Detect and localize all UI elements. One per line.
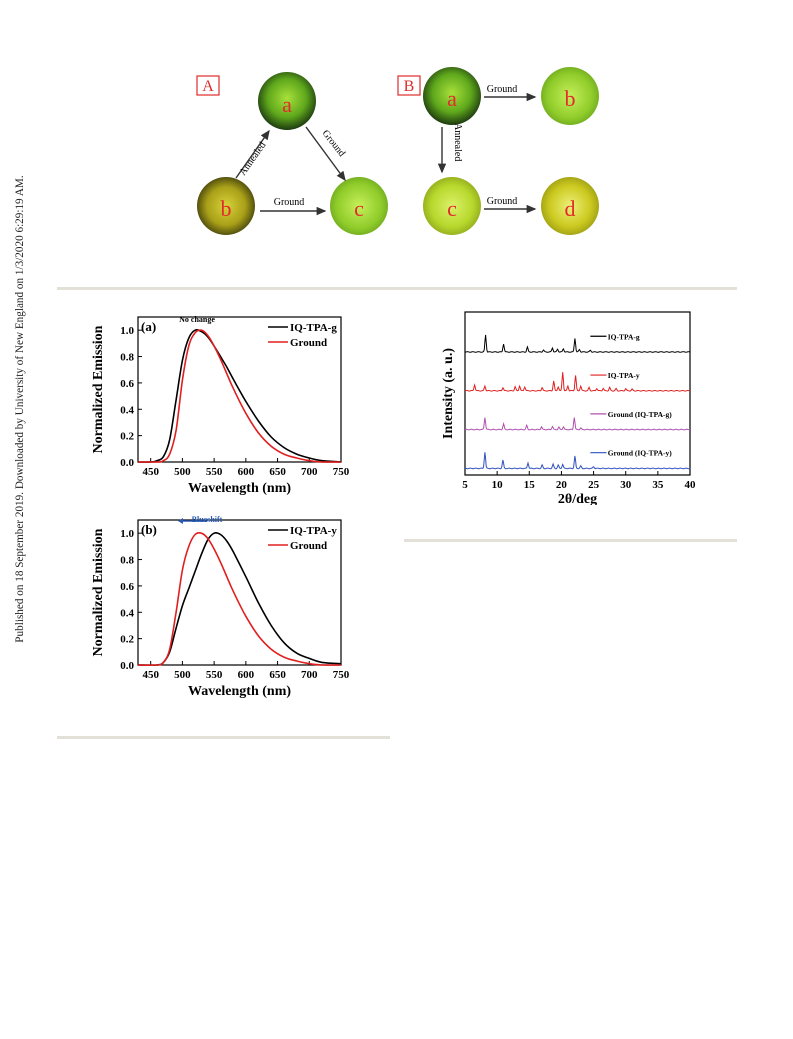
x-tick-label: 5 [462, 479, 468, 491]
y-tick-label: 0.6 [120, 378, 134, 390]
node-b-b-label: b [565, 86, 576, 111]
panel-b-label: B [404, 78, 415, 95]
node-b-label: b [221, 196, 232, 221]
node-c-label: c [354, 196, 364, 221]
emission-chart-a: 450 500 550 600 650 700 750 0.0 0.2 0.4 0.6 0.8 1.0 W… [91, 315, 350, 496]
node-b-c-label: c [447, 196, 457, 221]
crystal-a-green [258, 72, 316, 130]
x-axis-label: Wavelength (nm) [188, 481, 291, 496]
annotation-label: Blueshift [192, 515, 223, 524]
x-tick-label: 600 [238, 669, 255, 681]
legend-label-0: IQ-TPA-y [290, 525, 337, 537]
series-line-1 [137, 531, 342, 666]
edge-ground-a-diag: Ground [320, 128, 347, 159]
panel-a-box [196, 75, 220, 96]
x-tick-label: 550 [206, 669, 223, 681]
y-tick-label: 0.2 [120, 431, 134, 443]
series-line-0 [137, 328, 342, 463]
edge-annealed-b: Annealed [452, 123, 463, 161]
series-line-0 [137, 532, 342, 666]
crystal-c-green-ground [330, 177, 388, 235]
emission-chart-b: 450 500 550 600 650 700 750 0.0 0.2 0.4 0.6 0.8 1.0 W… [91, 515, 350, 699]
plot-frame [137, 316, 342, 463]
x-tick-label: 450 [142, 466, 159, 478]
crystal-scheme-figure: A a b c Annealed Ground Ground B a b c d… [196, 67, 599, 235]
legend-label-3: Ground (IQ-TPA-y) [608, 449, 673, 458]
edge-ground-b-bottom: Ground [487, 196, 518, 207]
divider-rule-left [57, 736, 390, 739]
node-a-label: a [282, 92, 292, 117]
crystal-b-d [541, 177, 599, 235]
x-tick-label: 700 [301, 669, 318, 681]
xrd-chart: 5 10 15 20 25 30 35 40 2θ/deg Intensity (a. u.) IQ… [441, 311, 697, 505]
x-tick-label: 550 [206, 466, 223, 478]
edge-ground-b-top: Ground [487, 84, 518, 95]
legend-label-0: IQ-TPA-g [608, 332, 640, 341]
y-tick-label: 0.4 [120, 404, 134, 416]
x-tick-label: 650 [269, 669, 286, 681]
panel-b-box [397, 75, 421, 96]
x-tick-label: 500 [174, 466, 191, 478]
legend-label-2: Ground (IQ-TPA-g) [608, 410, 673, 419]
y-tick-label: 0.6 [120, 581, 134, 593]
x-tick-label: 40 [685, 479, 697, 491]
divider-rule-right [404, 539, 737, 542]
arrow-annealed-a [235, 129, 270, 179]
panel-label: (a) [141, 319, 156, 334]
x-tick-label: 750 [333, 466, 350, 478]
legend-label-0: IQ-TPA-g [290, 322, 337, 334]
xrd-series-0 [464, 334, 691, 353]
plot-frame [137, 519, 342, 666]
y-tick-label: 0.2 [120, 634, 134, 646]
node-b-d-label: d [565, 196, 576, 221]
xrd-series-2 [464, 417, 690, 431]
panel-label: (b) [141, 522, 157, 537]
y-tick-label: 0.0 [120, 457, 134, 469]
x-axis-label: 2θ/deg [558, 492, 597, 505]
legend-label-1: IQ-TPA-y [608, 371, 640, 380]
x-axis-label: Wavelength (nm) [188, 684, 291, 699]
y-axis-label: Normalized Emission [91, 325, 106, 453]
x-tick-label: 600 [238, 466, 255, 478]
xrd-series-3 [464, 452, 691, 470]
x-tick-label: 35 [652, 479, 664, 491]
edge-annealed-a: Annealed [237, 140, 268, 178]
y-axis-label: Intensity (a. u.) [441, 348, 456, 439]
x-tick-label: 15 [524, 479, 536, 491]
crystal-b-yellow [197, 177, 255, 235]
x-tick-label: 500 [174, 669, 191, 681]
y-tick-label: 0.8 [120, 555, 134, 567]
node-b-a-label: a [447, 86, 457, 111]
x-tick-label: 450 [142, 669, 159, 681]
x-tick-label: 10 [492, 479, 504, 491]
edge-ground-a-horiz: Ground [274, 197, 305, 208]
xrd-series-1 [464, 372, 691, 392]
crystal-b-c [423, 177, 481, 235]
x-tick-label: 25 [588, 479, 600, 491]
y-tick-label: 1.0 [120, 528, 134, 540]
divider-rule-top [57, 287, 737, 290]
series-line-1 [137, 329, 342, 463]
arrow-ground-a-diag [305, 126, 346, 182]
crystal-b-a [423, 67, 481, 125]
y-tick-label: 1.0 [120, 325, 134, 337]
x-tick-label: 650 [269, 466, 286, 478]
panel-a-label: A [202, 78, 214, 95]
x-tick-label: 750 [333, 669, 350, 681]
y-axis-label: Normalized Emission [91, 528, 106, 656]
crystal-b-b [541, 67, 599, 125]
plot-frame [464, 311, 691, 476]
x-tick-label: 30 [620, 479, 632, 491]
x-tick-label: 700 [301, 466, 318, 478]
legend-label-1: Ground [290, 337, 327, 349]
annotation-label: No change [179, 315, 215, 324]
legend-label-1: Ground [290, 540, 327, 552]
y-tick-label: 0.8 [120, 352, 134, 364]
blueshift-arrowhead [178, 518, 183, 524]
x-tick-label: 20 [556, 479, 568, 491]
y-tick-label: 0.0 [120, 660, 134, 672]
y-tick-label: 0.4 [120, 607, 134, 619]
